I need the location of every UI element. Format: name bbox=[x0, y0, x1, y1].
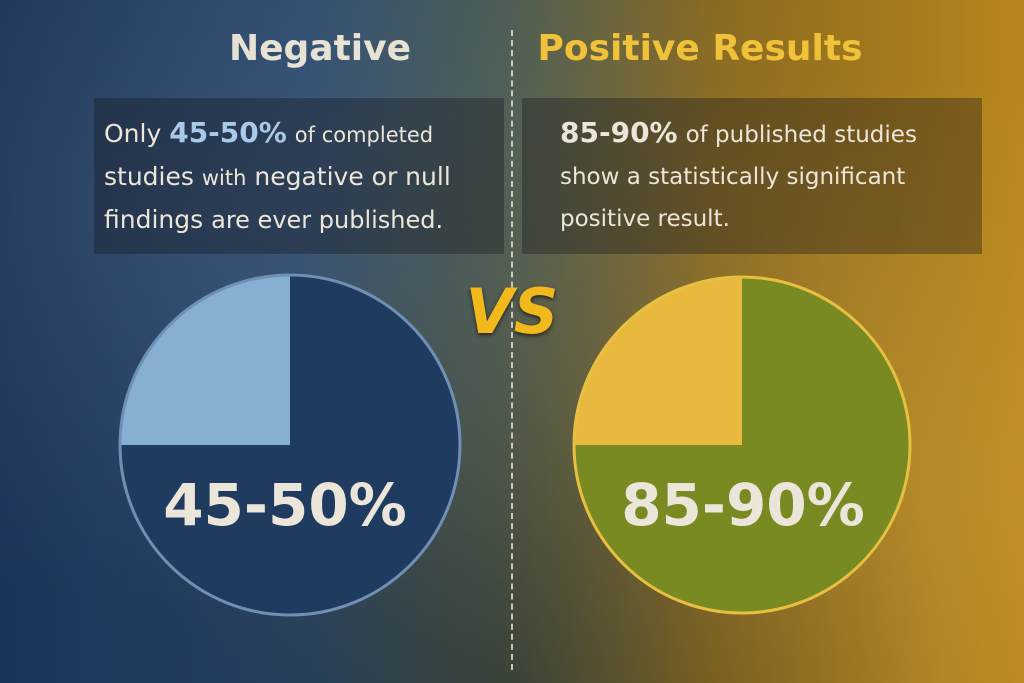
positive-description: 85-90% of published studies show a stati… bbox=[522, 98, 982, 254]
pie-slice-rest bbox=[574, 277, 910, 613]
negative-description: Only 45-50% of completed studies with ne… bbox=[94, 98, 504, 254]
negative-title: Negative bbox=[228, 28, 412, 69]
pie-outline bbox=[118, 273, 462, 617]
pie-slice-rest bbox=[120, 275, 460, 615]
text: Only bbox=[104, 119, 162, 148]
pie-slice-highlight bbox=[574, 277, 742, 445]
text: findings bbox=[104, 205, 204, 234]
text: negative or null bbox=[254, 162, 451, 191]
text: show a statistically significant bbox=[560, 164, 906, 190]
text: of completed bbox=[294, 123, 434, 147]
text: positive result. bbox=[560, 206, 730, 232]
pie-label: 85-90% bbox=[621, 471, 865, 539]
pie-outline bbox=[572, 275, 912, 615]
text: of published studies bbox=[685, 122, 917, 148]
highlight: 45-50% bbox=[169, 116, 287, 149]
highlight: 85-90% bbox=[560, 116, 678, 149]
positive-title: Positive Results bbox=[537, 28, 863, 69]
pie-slice-highlight bbox=[120, 275, 290, 445]
vs-label: VS bbox=[465, 275, 559, 348]
text: studies bbox=[104, 162, 194, 191]
text: are ever published. bbox=[211, 206, 444, 234]
center-divider bbox=[511, 30, 513, 670]
pie-label: 45-50% bbox=[163, 471, 407, 539]
text: with bbox=[201, 166, 247, 190]
